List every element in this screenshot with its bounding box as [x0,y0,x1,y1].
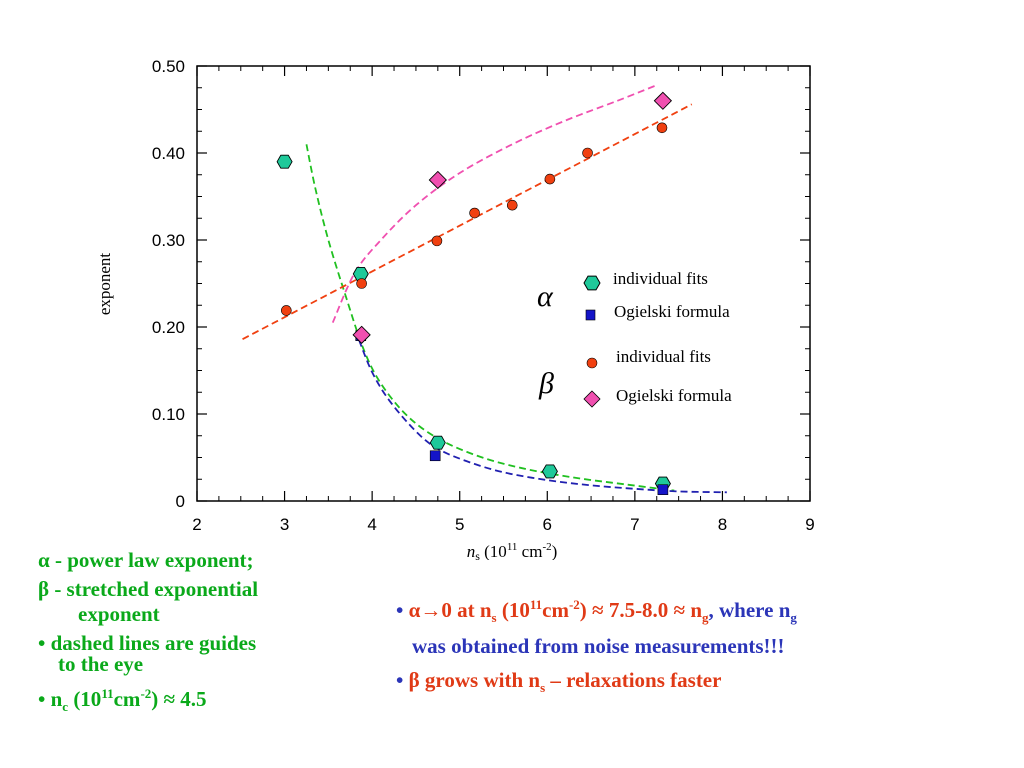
tick-marks [196,65,811,502]
note-beta-cont: exponent [78,602,160,626]
data-point-circle [281,305,292,316]
x-tick-label: 2 [192,515,201,534]
data-point-hexagon [541,464,558,479]
legend-beta-ogielski-label: Ogielski formula [616,386,732,405]
legend-beta-symbol: β [538,367,554,400]
data-point-circle [469,207,480,219]
data-point-hexagon [276,154,293,169]
note-beta: β - stretched exponential [38,577,259,601]
data-point-diamond [653,91,673,110]
legend-alpha-ogielski-label: Ogielski formula [614,302,730,321]
legend-beta-fit-label: individual fits [616,347,711,366]
note-alpha-zero: • α→0 at ns (1011cm-2) ≈ 7.5-8.0 ≈ ng, w… [396,597,797,626]
note-noise: was obtained from noise measurements!!! [412,634,785,659]
data-point-circle [431,235,443,247]
note-dashed: • dashed lines are guides [38,631,257,655]
guide-line [242,103,693,340]
guide-line [331,84,658,324]
legend: α individual fits Ogielski formula β ind… [537,269,732,408]
note-beta-grows: • β grows with ns – relaxations faster [396,668,722,696]
note-nc: • nc (1011cm-2) ≈ 4.5 [38,686,207,715]
plot-frame [196,65,811,502]
data-point-square [657,484,669,495]
x-tick-label: 6 [543,515,552,534]
data-point-circle [506,199,518,211]
data-point-circle [544,173,556,185]
y-tick-label: 0.30 [152,231,185,250]
legend-alpha-fit-marker [583,275,601,291]
y-tick-label: 0.20 [152,318,185,337]
x-axis-title: ns (1011 cm-2) [467,541,558,560]
data-point-circle [582,147,593,159]
y-tick-label: 0.40 [152,144,185,163]
x-tick-label: 5 [455,515,464,534]
data-point-diamond [352,325,371,344]
data-point-circle [356,278,367,289]
y-axis-title: exponent [95,253,114,316]
y-tick-labels: 0 0.10 0.20 0.30 0.40 0.50 [152,57,185,511]
data-point-diamond [428,170,447,190]
y-tick-label: 0.50 [152,57,185,76]
x-tick-label: 3 [280,515,289,534]
legend-beta-fit-marker [586,357,598,369]
data-point-hexagon [429,435,446,450]
note-dashed-cont: to the eye [58,652,144,676]
x-tick-label: 7 [630,515,639,534]
x-tick-label: 4 [367,515,376,534]
guide-lines [242,84,727,494]
data-points [276,91,673,495]
legend-alpha-symbol: α [537,280,554,313]
legend-alpha-ogielski-marker [585,309,596,321]
data-point-square [429,450,441,462]
legend-beta-ogielski-marker [583,390,601,408]
y-tick-label: 0 [176,492,185,511]
guide-line [358,339,727,494]
note-alpha: α - power law exponent; [38,548,254,572]
legend-alpha-fit-label: individual fits [613,269,708,288]
y-tick-label: 0.10 [152,405,185,424]
guide-line [305,144,675,492]
data-point-circle [656,122,668,134]
x-tick-label: 9 [805,515,814,534]
left-notes: α - power law exponent; β - stretched ex… [38,546,368,721]
right-notes: • α→0 at ns (1011cm-2) ≈ 7.5-8.0 ≈ ng, w… [396,588,1016,705]
x-tick-labels: 2 3 4 5 6 7 8 9 [192,515,814,534]
x-tick-label: 8 [718,515,727,534]
